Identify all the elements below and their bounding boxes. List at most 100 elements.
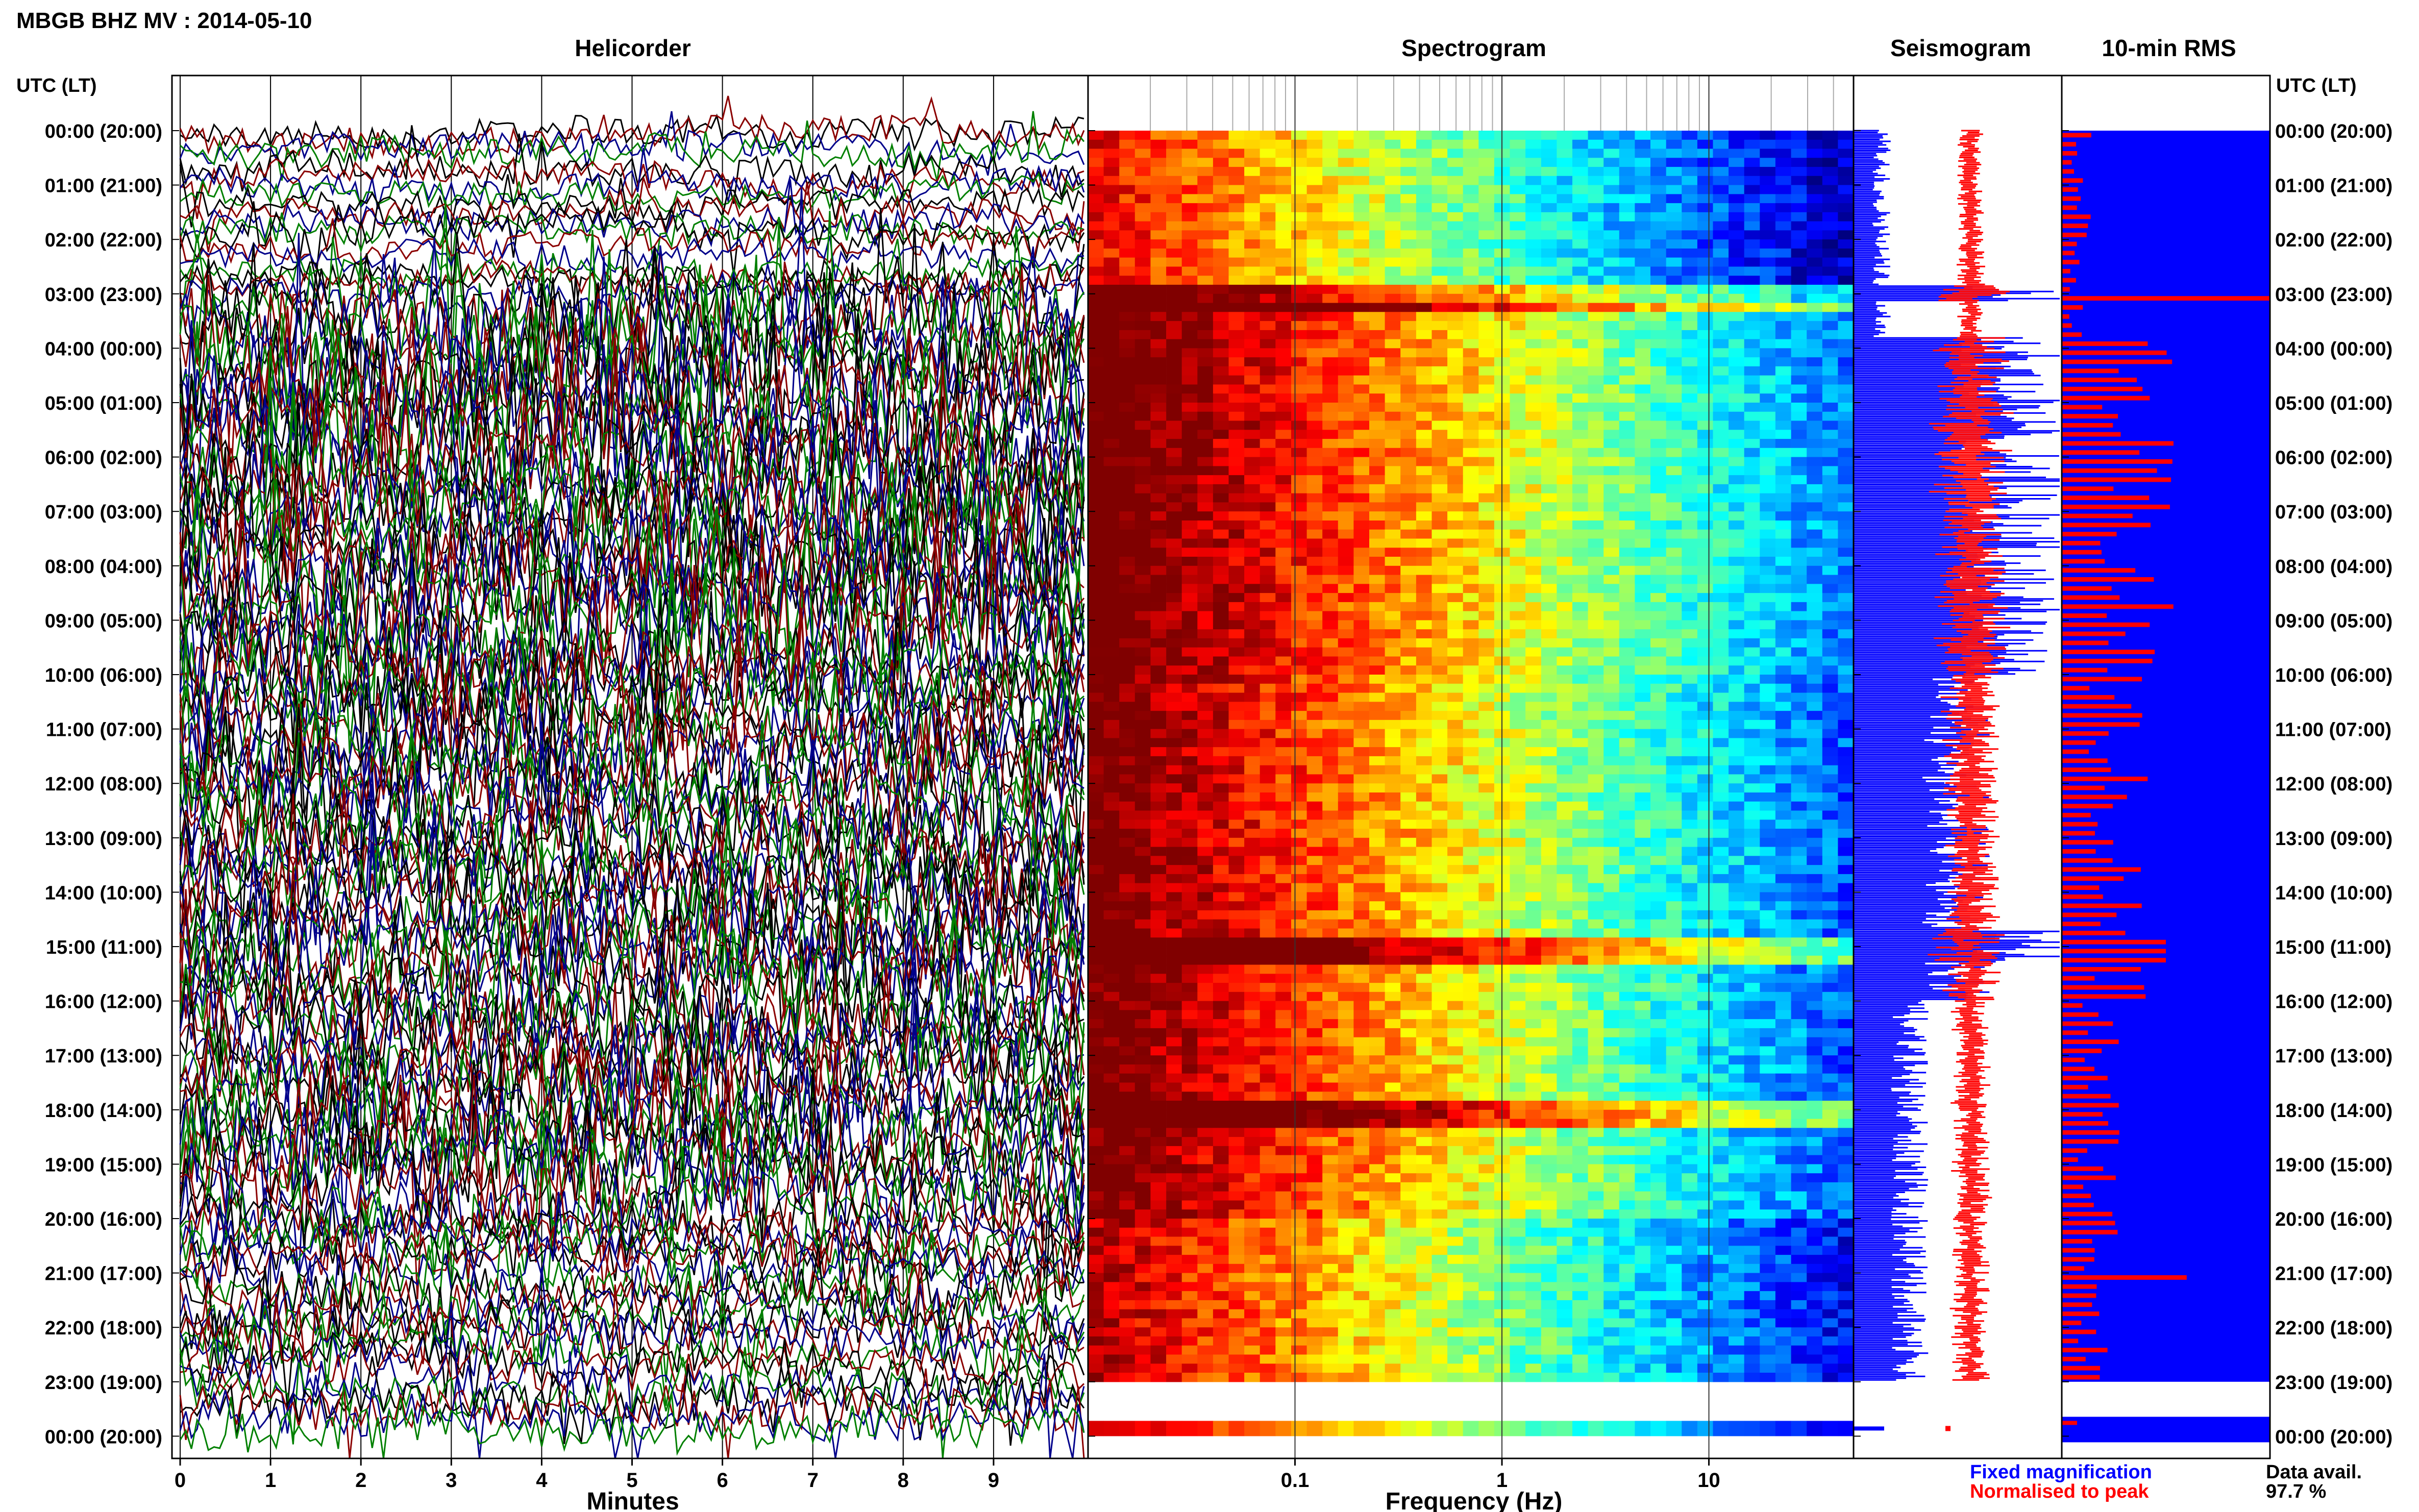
spectrogram-cell bbox=[1666, 638, 1682, 648]
spectrogram-cell bbox=[1134, 801, 1151, 811]
spectrogram-cell bbox=[1244, 212, 1261, 222]
spectrogram-cell bbox=[1603, 711, 1620, 721]
spectrogram-cell bbox=[1338, 230, 1354, 240]
spectrogram-cell bbox=[1635, 874, 1651, 884]
spectrogram-cell bbox=[1838, 683, 1854, 693]
spectrogram-cell bbox=[1557, 430, 1573, 439]
spectrogram-cell bbox=[1400, 285, 1417, 294]
spectrogram-cell bbox=[1760, 484, 1776, 494]
spectrogram-cell bbox=[1306, 629, 1323, 639]
spectrogram-cell bbox=[1322, 293, 1339, 304]
spectrogram-cell bbox=[1088, 285, 1104, 294]
spectrogram-cell bbox=[1197, 829, 1214, 838]
spectrogram-cell bbox=[1400, 774, 1417, 784]
spectrogram-cell bbox=[1603, 974, 1620, 983]
spectrogram-cell bbox=[1353, 874, 1370, 884]
spectrogram-cell bbox=[1760, 665, 1776, 675]
spectrogram-cell bbox=[1385, 185, 1401, 194]
spectrogram-cell bbox=[1260, 901, 1276, 911]
spectrogram-cell bbox=[1228, 466, 1245, 476]
spectrogram-cell bbox=[1729, 602, 1745, 612]
spectrogram-cell bbox=[1838, 856, 1854, 865]
spectrogram-cell bbox=[1338, 511, 1354, 521]
spectrogram-cell bbox=[1822, 266, 1838, 276]
spectrogram-cell bbox=[1197, 964, 1214, 974]
spectrogram-cell bbox=[1369, 158, 1385, 167]
spectrogram-cell bbox=[1775, 783, 1791, 793]
spectrogram-cell bbox=[1666, 874, 1682, 884]
spectrogram-cell bbox=[1291, 357, 1307, 367]
spectrogram-cell bbox=[1400, 647, 1417, 657]
spectrogram-cell bbox=[1197, 983, 1214, 993]
spectrogram-cell bbox=[1822, 493, 1838, 503]
spectrogram-cell bbox=[1150, 683, 1167, 693]
spectrogram-cell bbox=[1729, 974, 1745, 983]
spectrogram-cell bbox=[1416, 131, 1432, 140]
spectrogram-cell bbox=[1838, 185, 1854, 194]
spectrogram-cell bbox=[1431, 185, 1448, 194]
spectrogram-cell bbox=[1228, 738, 1245, 748]
helicorder-trace bbox=[179, 1309, 1085, 1410]
spectrogram-cell bbox=[1322, 820, 1339, 829]
spectrogram-cell bbox=[1088, 992, 1104, 1002]
spectrogram-cell bbox=[1572, 230, 1588, 240]
spectrogram-cell bbox=[1228, 856, 1245, 865]
spectrogram-cell bbox=[1338, 810, 1354, 820]
spectrogram-cell bbox=[1181, 1001, 1198, 1010]
spectrogram-cell bbox=[1729, 221, 1745, 231]
spectrogram-cell bbox=[1119, 403, 1136, 412]
spectrogram-cell bbox=[1650, 765, 1666, 775]
spectrogram-cell bbox=[1447, 629, 1464, 639]
spectrogram-cell bbox=[1791, 230, 1807, 240]
spectrogram-cell bbox=[1541, 729, 1557, 738]
spectrogram-cell bbox=[1181, 420, 1198, 430]
spectrogram-cell bbox=[1134, 883, 1151, 893]
spectrogram-cell bbox=[1744, 810, 1760, 820]
spectrogram-cell bbox=[1275, 239, 1292, 249]
spectrogram-cell bbox=[1478, 647, 1495, 657]
spectrogram-cell bbox=[1197, 185, 1214, 194]
spectrogram-cell bbox=[1416, 538, 1432, 548]
spectrogram-cell bbox=[1181, 756, 1198, 766]
spectrogram-cell bbox=[1588, 203, 1604, 213]
spectrogram-cell bbox=[1322, 774, 1339, 784]
spectrogram-cell bbox=[1760, 765, 1776, 775]
spectrogram-cell bbox=[1353, 511, 1370, 521]
spectrogram-cell bbox=[1400, 212, 1417, 222]
spectrogram-cell bbox=[1291, 865, 1307, 875]
spectrogram-cell bbox=[1213, 266, 1229, 276]
spectrogram-cell bbox=[1322, 792, 1339, 802]
spectrogram-cell bbox=[1682, 656, 1698, 666]
spectrogram-cell bbox=[1322, 158, 1339, 167]
spectrogram-cell bbox=[1557, 131, 1573, 140]
spectrogram-cell bbox=[1541, 774, 1557, 784]
spectrogram-cell bbox=[1603, 829, 1620, 838]
spectrogram-cell bbox=[1603, 185, 1620, 194]
spectrogram-cell bbox=[1322, 974, 1339, 983]
spectrogram-cell bbox=[1791, 974, 1807, 983]
spectrogram-cell bbox=[1510, 611, 1526, 621]
spectrogram-cell bbox=[1213, 820, 1229, 829]
spectrogram-cell bbox=[1557, 928, 1573, 938]
spectrogram-cell bbox=[1463, 983, 1479, 993]
spectrogram-cell bbox=[1697, 964, 1713, 974]
spectrogram-cell bbox=[1510, 393, 1526, 403]
spectrogram-cell bbox=[1385, 983, 1401, 993]
spectrogram-cell bbox=[1510, 448, 1526, 458]
spectrogram-cell bbox=[1166, 584, 1182, 593]
spectrogram-cell bbox=[1822, 783, 1838, 793]
spectrogram-cell bbox=[1682, 321, 1698, 331]
spectrogram-cell bbox=[1775, 321, 1791, 331]
spectrogram-cell bbox=[1619, 901, 1635, 911]
spectrogram-cell bbox=[1103, 131, 1120, 140]
spectrogram-cell bbox=[1650, 711, 1666, 721]
spectrogram-cell bbox=[1244, 339, 1261, 349]
spectrogram-cell bbox=[1744, 411, 1760, 422]
spectrogram-cell bbox=[1181, 529, 1198, 539]
spectrogram-cell bbox=[1822, 366, 1838, 376]
spectrogram-cell bbox=[1775, 538, 1791, 548]
spectrogram-cell bbox=[1557, 466, 1573, 476]
spectrogram-cell bbox=[1510, 430, 1526, 439]
spectrogram-cell bbox=[1385, 847, 1401, 856]
spectrogram-cell bbox=[1682, 203, 1698, 213]
